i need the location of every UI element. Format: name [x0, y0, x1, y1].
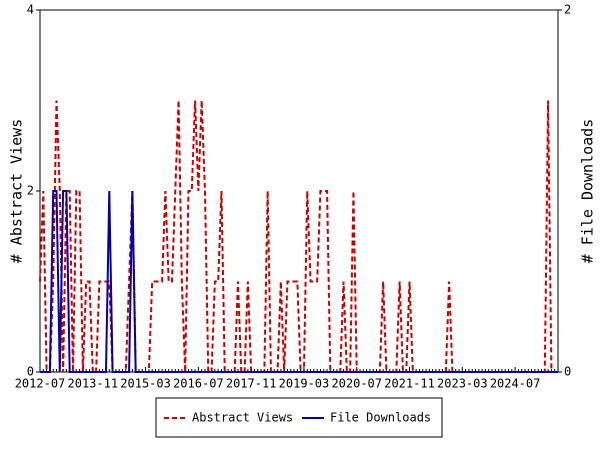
legend-label: Abstract Views: [192, 411, 293, 425]
x-tick-label: 2020-07: [331, 377, 382, 391]
y-tick-label: 0: [27, 365, 34, 379]
x-tick-label: 2016-07: [173, 377, 224, 391]
y2-tick-label: 2: [564, 3, 571, 17]
x-tick-label: 2015-03: [120, 377, 171, 391]
x-tick-label: 2012-07: [15, 377, 66, 391]
legend-label: File Downloads: [330, 411, 431, 425]
x-tick-label: 2017-11: [226, 377, 277, 391]
x-tick-label: 2021-11: [384, 377, 435, 391]
y2-axis-title: # File Downloads: [579, 119, 597, 264]
y2-tick-label: 0: [564, 365, 571, 379]
y-tick-label: 2: [27, 184, 34, 198]
x-tick-label: 2019-03: [279, 377, 330, 391]
x-tick-label: 2013-11: [68, 377, 119, 391]
x-tick-label: 2023-03: [437, 377, 488, 391]
legend-box: [155, 397, 443, 438]
series-line: [40, 190, 558, 373]
series-line: [39, 100, 558, 373]
x-tick-label: 2024-07: [490, 377, 541, 391]
y-axis-title: # Abstract Views: [8, 119, 26, 264]
y-tick-label: 4: [27, 3, 34, 17]
